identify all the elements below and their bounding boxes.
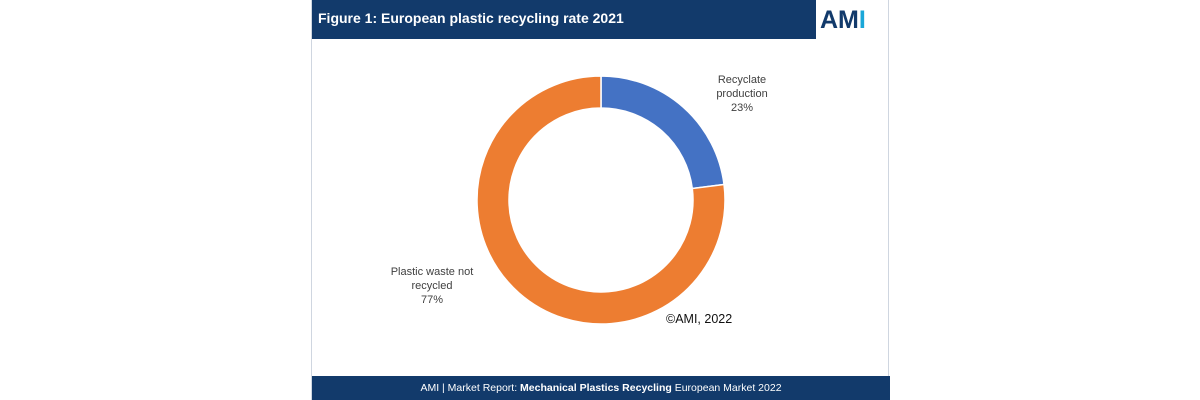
label-not-recycled-line3: 77% xyxy=(420,294,444,306)
label-not-recycled-line1: Plastic waste not xyxy=(390,266,474,278)
label-not-recycled-line2: recycled xyxy=(411,280,453,292)
footer-prefix: AMI | Market Report: xyxy=(420,382,521,394)
label-recyclate-line3: 23% xyxy=(730,102,754,114)
copyright-watermark: ©AMI, 2022 xyxy=(666,312,733,326)
label-recyclate-line1: Recyclate xyxy=(717,74,767,86)
figure-title: Figure 1: European plastic recycling rat… xyxy=(318,10,624,26)
figure-header: Figure 1: European plastic recycling rat… xyxy=(312,0,816,39)
logo-main: AM xyxy=(820,6,859,34)
footer-bar: AMI | Market Report: Mechanical Plastics… xyxy=(312,376,890,400)
footer-suffix: European Market 2022 xyxy=(671,382,782,394)
logo-accent: I xyxy=(858,6,866,34)
ami-logo: AMI xyxy=(820,5,886,35)
donut-slice-not-recycled xyxy=(476,75,726,325)
figure-frame: Figure 1: European plastic recycling rat… xyxy=(311,0,890,400)
label-recyclate: Recyclate production 23% xyxy=(682,73,802,115)
footer-report-name: Mechanical Plastics Recycling xyxy=(520,382,672,394)
label-not-recycled: Plastic waste not recycled 77% xyxy=(372,265,492,307)
label-recyclate-line2: production xyxy=(716,88,768,100)
donut-chart xyxy=(476,75,726,325)
